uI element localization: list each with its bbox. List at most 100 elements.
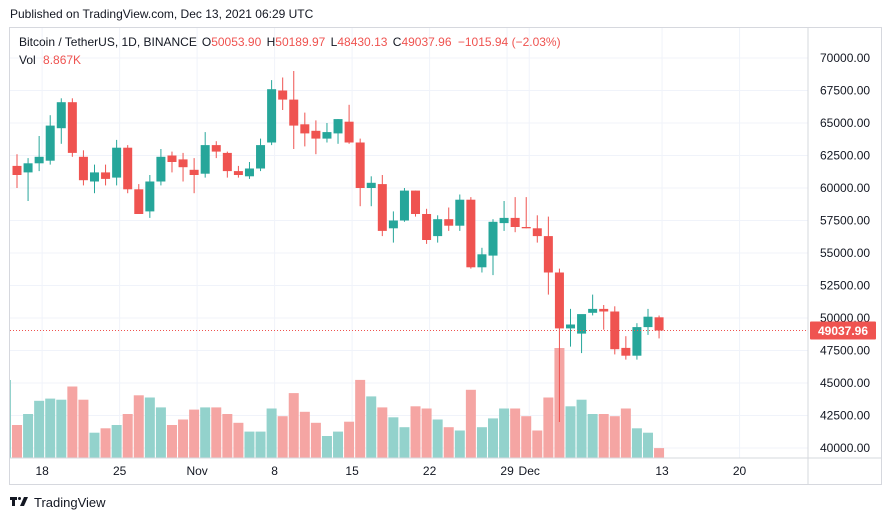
volume-bar bbox=[642, 432, 653, 458]
candle-body bbox=[588, 308, 598, 313]
volume-bar bbox=[255, 431, 266, 458]
candle-body bbox=[289, 99, 299, 126]
volume-bar bbox=[609, 416, 620, 458]
volume-bar bbox=[299, 411, 310, 458]
candle-body bbox=[200, 145, 210, 174]
volume-bar bbox=[10, 380, 11, 458]
time-tick-label: 29 bbox=[500, 464, 514, 478]
time-axis: 18 25 Nov 8 15 22 29 Dec 13 20 bbox=[10, 457, 882, 478]
volume-bar bbox=[465, 389, 476, 458]
candle-body bbox=[67, 102, 77, 153]
candle-body bbox=[411, 190, 421, 214]
candle-body bbox=[399, 190, 409, 221]
volume-bar bbox=[67, 386, 78, 458]
time-tick-label: 20 bbox=[733, 464, 747, 478]
volume-bar bbox=[388, 417, 399, 458]
volume-bar bbox=[654, 448, 665, 458]
candle-body bbox=[444, 219, 454, 226]
volume-bar bbox=[454, 430, 465, 458]
published-line: Published on TradingView.com, Dec 13, 20… bbox=[10, 7, 314, 21]
price-tick-label: 65000.00 bbox=[820, 116, 870, 130]
candle-body bbox=[566, 324, 575, 329]
price-tick-label: 57500.00 bbox=[820, 214, 870, 228]
candle-body bbox=[433, 219, 443, 237]
price-tick-label: 47500.00 bbox=[820, 344, 870, 358]
price-tick-label: 42500.00 bbox=[820, 409, 870, 423]
candle-body bbox=[388, 220, 398, 229]
volume-bar bbox=[499, 408, 510, 458]
volume-bar bbox=[178, 419, 189, 458]
high-label: H bbox=[266, 35, 276, 49]
candle-body bbox=[244, 168, 254, 177]
candle-body bbox=[56, 102, 66, 129]
candle-body bbox=[45, 125, 55, 161]
volume-bar bbox=[521, 416, 532, 458]
candle-body bbox=[311, 130, 321, 139]
candle-body bbox=[488, 221, 498, 256]
volume-bar bbox=[111, 425, 122, 458]
candle-body bbox=[167, 155, 177, 162]
candle-body bbox=[344, 121, 354, 143]
candle-body bbox=[89, 172, 99, 182]
candle-body bbox=[521, 227, 531, 229]
price-tick-label: 62500.00 bbox=[820, 149, 870, 163]
chart-frame bbox=[9, 27, 882, 485]
time-tick-label: 8 bbox=[271, 464, 278, 478]
price-axis: 40000.00 42500.00 45000.00 47500.00 50000.00… bbox=[807, 28, 870, 485]
price-tick-label: 45000.00 bbox=[820, 376, 870, 390]
candle-body bbox=[355, 142, 365, 188]
ohlc-legend: Bitcoin / TetherUS, 1D, BINANCE O50053.90… bbox=[19, 35, 561, 49]
volume-bar bbox=[45, 398, 56, 458]
volume-bar bbox=[377, 407, 388, 458]
volume-bar bbox=[233, 422, 244, 458]
candle-body bbox=[178, 159, 188, 168]
volume-bar bbox=[488, 418, 499, 458]
candle-body bbox=[422, 214, 432, 240]
last-price-label: 49037.96 bbox=[818, 324, 868, 338]
brand-name: TradingView bbox=[34, 495, 106, 510]
candle-body bbox=[322, 132, 332, 139]
candle-body bbox=[455, 199, 465, 226]
price-tick-label: 55000.00 bbox=[820, 246, 870, 260]
volume-bars bbox=[10, 348, 665, 458]
candle-body bbox=[156, 156, 166, 182]
candle-body bbox=[543, 236, 553, 273]
time-tick-label: 25 bbox=[113, 464, 127, 478]
volume-bar bbox=[532, 430, 543, 458]
candle-body bbox=[577, 314, 587, 334]
volume-bar bbox=[344, 421, 355, 458]
volume-bar bbox=[89, 432, 100, 458]
volume-bar bbox=[620, 408, 631, 458]
volume-bar bbox=[410, 406, 421, 458]
candle-body bbox=[499, 217, 509, 224]
candle-body bbox=[101, 172, 111, 179]
candle-body bbox=[621, 347, 631, 356]
candle-body bbox=[366, 182, 376, 188]
volume-bar bbox=[355, 379, 366, 458]
chart-grid bbox=[10, 28, 808, 458]
candle-body bbox=[256, 145, 266, 169]
candle-body bbox=[112, 147, 122, 178]
volume-bar bbox=[288, 393, 299, 458]
volume-bar bbox=[432, 419, 443, 458]
volume-bar bbox=[78, 399, 89, 458]
volume-bar bbox=[189, 409, 200, 458]
candle-body bbox=[34, 156, 44, 164]
volume-bar bbox=[166, 425, 177, 458]
volume-bar bbox=[366, 396, 377, 458]
candle-body bbox=[377, 184, 387, 231]
volume-bar bbox=[12, 425, 22, 458]
candle-body bbox=[222, 152, 232, 172]
volume-bar bbox=[266, 408, 277, 458]
price-tick-label: 40000.00 bbox=[820, 441, 870, 455]
volume-bar bbox=[631, 428, 642, 458]
volume-bar bbox=[543, 397, 554, 458]
volume-bar bbox=[100, 428, 111, 458]
volume-bar bbox=[421, 408, 432, 458]
time-tick-label: 22 bbox=[423, 464, 437, 478]
volume-bar bbox=[321, 436, 332, 458]
volume-bar bbox=[277, 416, 288, 458]
candle-body bbox=[123, 147, 133, 190]
price-tick-label: 60000.00 bbox=[820, 181, 870, 195]
